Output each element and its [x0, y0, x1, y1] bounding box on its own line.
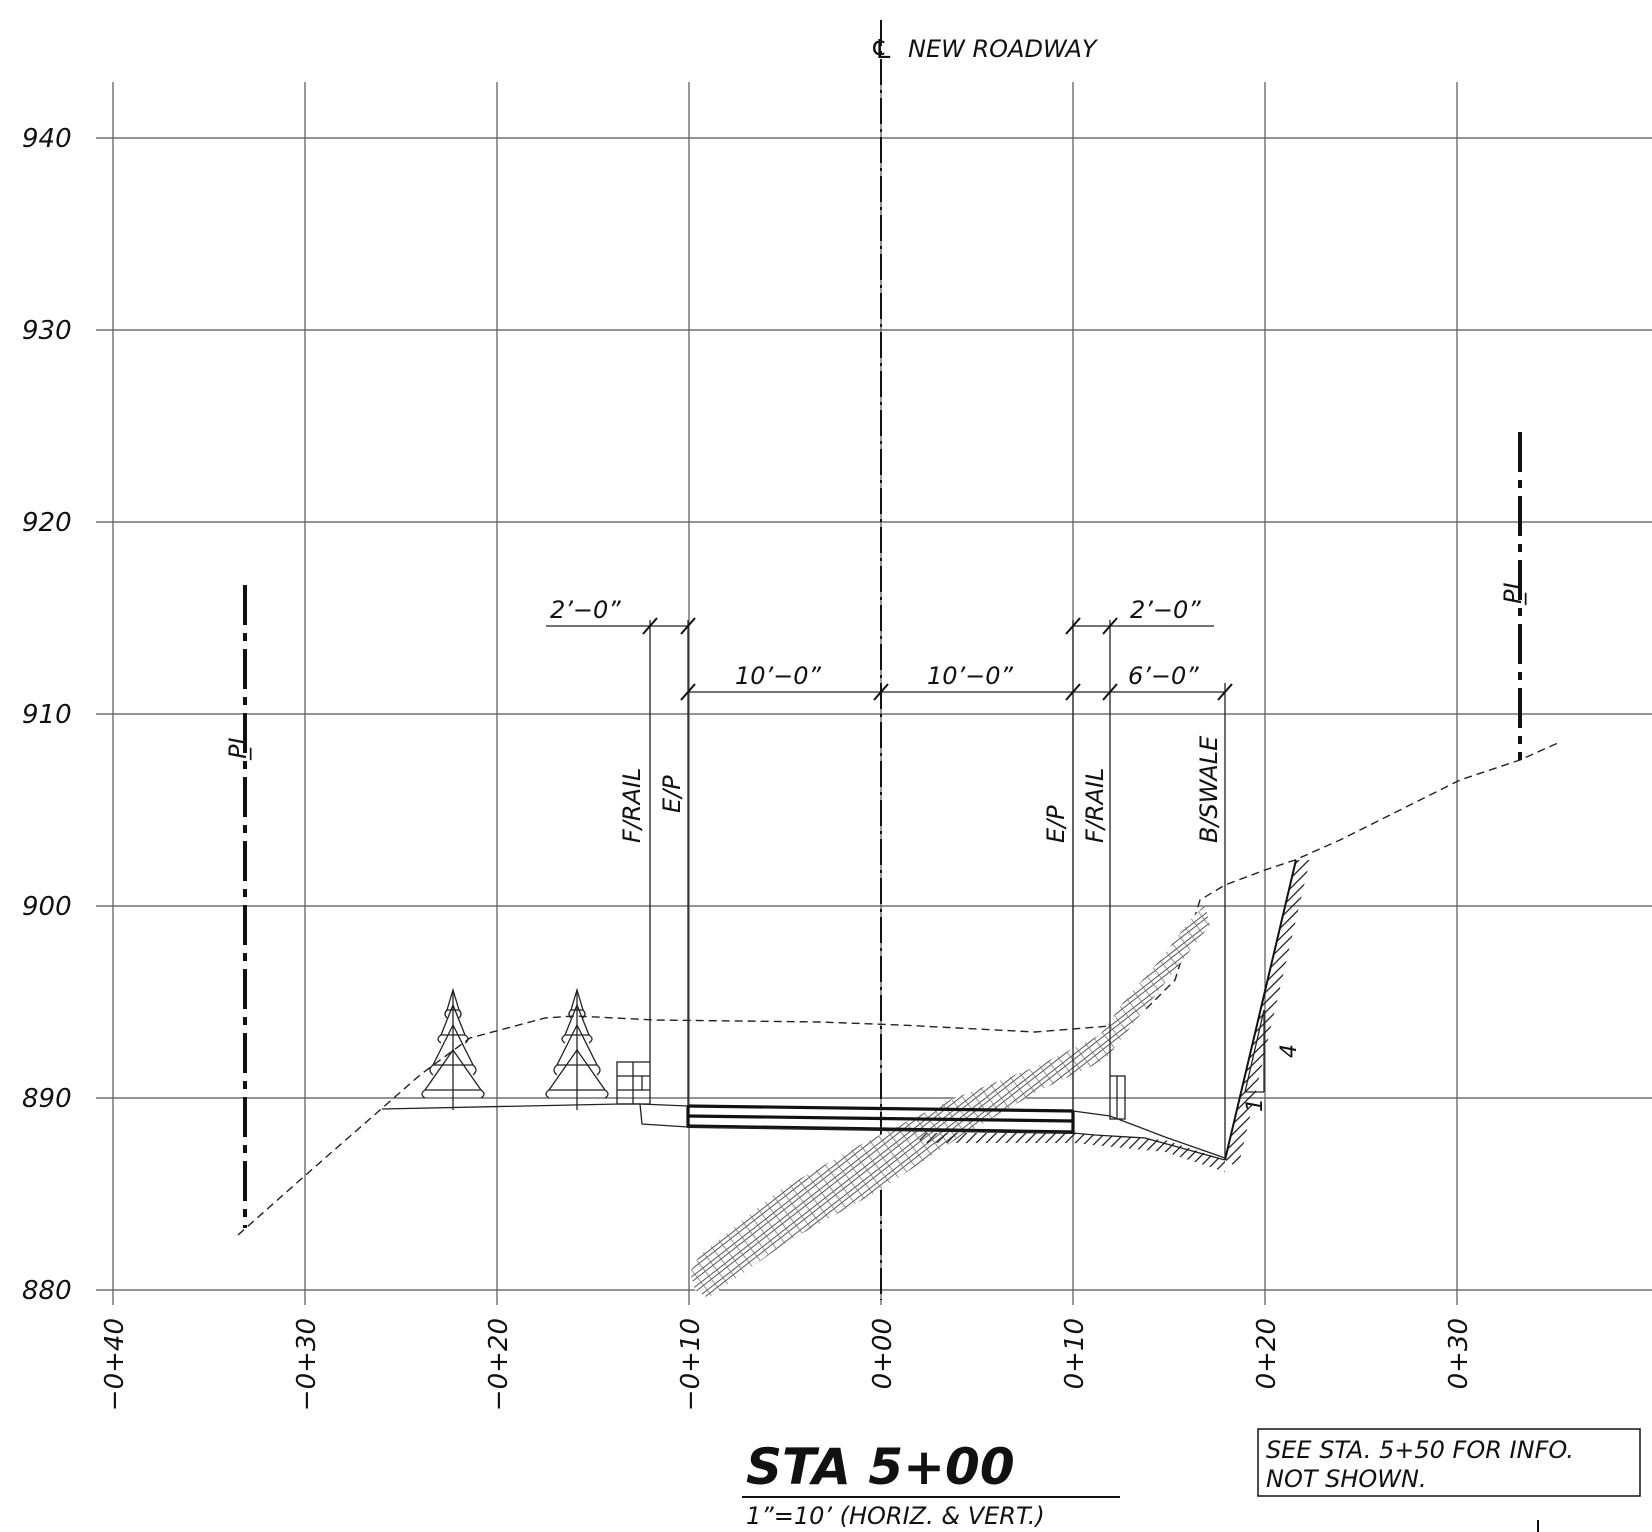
cut-slope-line: [1224, 859, 1297, 1161]
rail-left: [616, 1061, 651, 1105]
tree-icon: [421, 987, 485, 1110]
property-line-right-label: P̲L: [1499, 576, 1527, 606]
tree-icon: [545, 987, 609, 1110]
slope-indicator: [1244, 1009, 1265, 1093]
station-tick-label: −0+40: [100, 1318, 130, 1411]
cut-slope: [1225, 860, 1310, 1168]
slope-rise-label: 4: [1277, 1044, 1302, 1058]
dimension-right-shoulder: 6’−0”: [1128, 662, 1199, 690]
elevation-tick-label: 930: [22, 316, 72, 346]
note-box: [1257, 1428, 1641, 1497]
dimension-left-rail: 2’−0”: [550, 596, 621, 624]
rail-right: [1109, 1075, 1126, 1120]
elevation-tick-label: 880: [22, 1276, 72, 1306]
elevation-tick-labels: 940 930 920 910 900 890 880: [22, 124, 72, 1306]
dimension-right-lane: 10’−0”: [927, 662, 1014, 690]
shoulder-hatch: [920, 1133, 1225, 1172]
callout-b-swale: B/SWALE: [1195, 735, 1223, 843]
station-tick-label: 0+10: [1060, 1318, 1090, 1389]
callout-e-p-left: E/P: [658, 775, 686, 813]
existing-ground-line: [237, 741, 1561, 1236]
dimension-left-lane: 10’−0”: [735, 662, 822, 690]
note-line-1: SEE STA. 5+50 FOR INFO.: [1266, 1436, 1574, 1464]
elevation-tick-label: 890: [22, 1084, 72, 1114]
property-line-left-label: P̲L: [224, 731, 252, 761]
rock-line: [690, 905, 1210, 1298]
centerline-label: NEW ROADWAY: [908, 35, 1099, 63]
callout-f-rail-right: F/RAIL: [1081, 768, 1109, 843]
pavement-section: [686, 1104, 1075, 1135]
shoulder-line: [1072, 1110, 1226, 1159]
callout-e-p-right: E/P: [1042, 805, 1070, 843]
elevation-tick-label: 920: [22, 508, 72, 538]
section-scale: 1”=10’ (HORIZ. & VERT.): [746, 1502, 1045, 1530]
dimension-lines: [546, 617, 1233, 701]
station-tick-labels: −0+40 −0+30 −0+20 −0+10 0+00 0+10 0+20 0+30: [100, 1318, 1474, 1411]
callout-lines: [649, 620, 1226, 1160]
centerline-symbol: ℄: [870, 35, 893, 65]
dimension-right-rail: 2’−0”: [1130, 596, 1201, 624]
elevation-tick-label: 900: [22, 892, 72, 922]
callout-f-rail-left: F/RAIL: [618, 768, 646, 843]
station-tick-label: 0+30: [1444, 1318, 1474, 1389]
station-tick-label: −0+30: [292, 1318, 322, 1411]
station-tick-label: 0+20: [1252, 1318, 1282, 1389]
station-tick-label: −0+20: [484, 1318, 514, 1411]
station-tick-label: −0+10: [676, 1318, 706, 1411]
slope-run-label: 1: [1243, 1098, 1268, 1112]
station-grid-lines: [112, 82, 1458, 1305]
elevation-tick-label: 940: [22, 124, 72, 154]
section-title: STA 5+00: [746, 1438, 1015, 1496]
note-line-2: NOT SHOWN.: [1266, 1465, 1427, 1493]
elevation-tick-label: 910: [22, 700, 72, 730]
station-tick-label: 0+00: [868, 1318, 898, 1389]
proposed-ground-left: [381, 1103, 640, 1110]
elevation-grid-lines: [96, 137, 1652, 1291]
